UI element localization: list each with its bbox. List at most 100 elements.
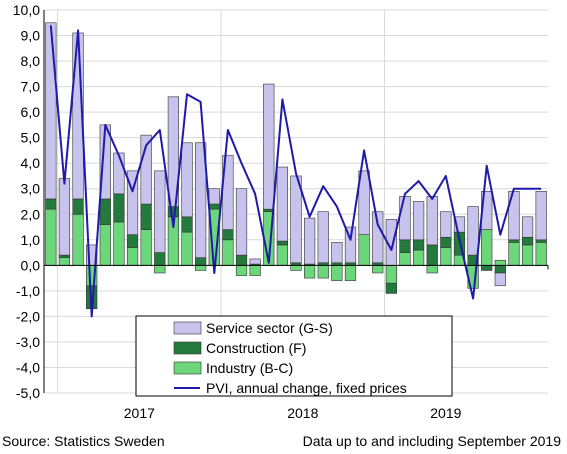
- construction-bar: [181, 216, 193, 233]
- year-label: 2019: [430, 405, 461, 421]
- service-bar: [235, 188, 248, 256]
- legend-construction-swatch: [173, 341, 202, 355]
- industry-bar: [412, 249, 425, 266]
- legend-industry-label: Industry (B-C): [206, 360, 293, 376]
- construction-bar: [535, 239, 547, 243]
- construction-bar: [385, 282, 397, 294]
- construction-bar: [58, 254, 71, 258]
- industry-bar: [181, 231, 193, 266]
- industry-bar: [290, 265, 302, 271]
- legend-industry-swatch: [173, 361, 202, 375]
- pvi-line-group: [49, 25, 542, 318]
- industry-bar: [508, 242, 520, 266]
- service-bar: [126, 170, 139, 235]
- year-labels: 2017 2018 2019: [124, 405, 462, 421]
- y-tick-label: 9,0: [21, 28, 41, 44]
- pvi-line: [49, 25, 542, 318]
- industry-bar: [140, 229, 152, 266]
- y-tick-label: 1,0: [21, 232, 41, 248]
- service-bar: [276, 166, 288, 242]
- industry-bar: [113, 221, 125, 266]
- industry-bar: [358, 234, 370, 266]
- legend: Service sector (G-S) Construction (F) Indu…: [135, 315, 453, 397]
- industry-bar: [45, 208, 57, 266]
- industry-bar: [222, 239, 234, 266]
- industry-bar: [521, 244, 534, 266]
- service-bar: [344, 226, 357, 264]
- industry-bar: [72, 213, 84, 266]
- industry-bar: [99, 224, 111, 266]
- construction-bar: [126, 234, 139, 248]
- service-bar: [58, 178, 71, 256]
- industry-bar: [304, 265, 316, 279]
- industry-bar: [440, 247, 452, 266]
- construction-bar: [235, 254, 248, 266]
- data-coverage-note: Data up to and including September 2019: [302, 433, 561, 449]
- industry-bar: [426, 265, 438, 274]
- construction-bar: [494, 265, 506, 274]
- y-tick-label: -1,0: [16, 283, 40, 299]
- y-tick-label: 2,0: [21, 206, 41, 222]
- service-bar: [263, 83, 275, 210]
- industry-bar: [385, 265, 397, 284]
- y-tick-label: 8,0: [21, 53, 41, 69]
- service-bar: [412, 201, 425, 241]
- construction-bar: [222, 229, 234, 241]
- service-bar: [494, 272, 506, 287]
- y-tick-label: -4,0: [16, 359, 40, 375]
- service-bar: [372, 211, 384, 264]
- construction-bar: [195, 257, 207, 266]
- industry-bar: [249, 265, 261, 276]
- year-label: 2017: [124, 405, 155, 421]
- service-bar: [399, 196, 411, 241]
- construction-bar: [45, 198, 57, 210]
- source-note: Source: Statistics Sweden: [2, 433, 165, 449]
- service-bar: [535, 190, 547, 241]
- service-bar: [453, 216, 466, 233]
- industry-bar: [481, 229, 493, 266]
- construction-bar: [140, 203, 152, 230]
- industry-bar: [126, 247, 139, 266]
- industry-bar: [331, 265, 343, 281]
- construction-bar: [521, 236, 534, 246]
- y-tick-label: 4,0: [21, 155, 41, 171]
- industry-bar: [344, 265, 357, 281]
- service-bar: [181, 142, 193, 218]
- service-bar: [195, 142, 207, 258]
- y-tick-label: 0,0: [21, 257, 41, 273]
- industry-bar: [372, 265, 384, 274]
- industry-bar: [195, 265, 207, 271]
- service-bar: [290, 175, 302, 264]
- construction-bar: [399, 239, 411, 253]
- service-bar: [140, 134, 152, 205]
- service-bar: [113, 152, 125, 195]
- service-bar: [154, 170, 166, 253]
- construction-bar: [508, 239, 520, 243]
- y-tick-label: 3,0: [21, 181, 41, 197]
- service-bar: [331, 242, 343, 264]
- service-bar: [358, 170, 370, 235]
- construction-bar: [154, 252, 166, 266]
- legend-service-label: Service sector (G-S): [206, 320, 333, 336]
- construction-bar: [276, 240, 288, 246]
- year-label: 2018: [287, 405, 318, 421]
- construction-bar: [481, 265, 493, 271]
- service-bar: [440, 211, 452, 238]
- legend-service-swatch: [173, 321, 202, 335]
- y-tick-label: 6,0: [21, 104, 41, 120]
- industry-bar: [58, 257, 71, 266]
- y-tick-label: -3,0: [16, 334, 40, 350]
- construction-bar: [72, 198, 84, 215]
- y-tick-labels: 10,0 9,0 8,0 7,0 6,0 5,0 4,0 3,0 2,0 1,0 0,0 -1,0 -2…: [13, 2, 40, 401]
- industry-bar: [399, 252, 411, 266]
- service-bar: [167, 96, 180, 207]
- construction-bar: [99, 198, 111, 225]
- y-tick-label: 10,0: [13, 2, 40, 18]
- construction-bar: [208, 203, 220, 210]
- service-bar: [426, 196, 438, 246]
- legend-construction-label: Construction (F): [206, 340, 306, 356]
- industry-bar: [154, 265, 166, 274]
- construction-bar: [113, 193, 125, 223]
- construction-bar: [426, 244, 438, 266]
- construction-bar: [412, 239, 425, 251]
